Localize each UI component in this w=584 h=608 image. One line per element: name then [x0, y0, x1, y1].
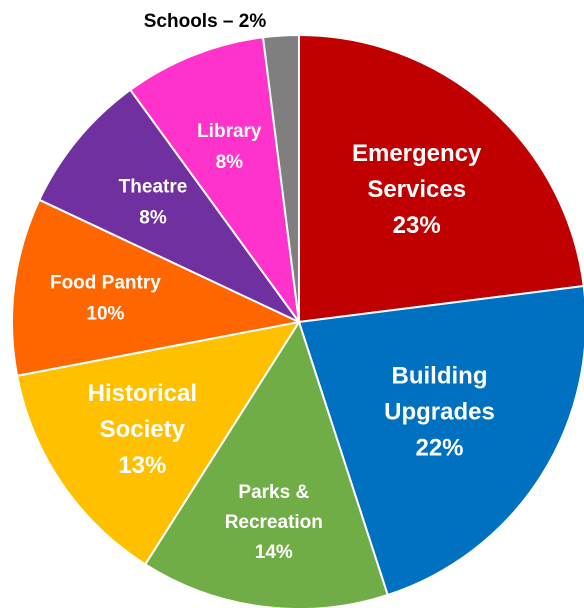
slice-name-line: Food Pantry: [50, 273, 161, 294]
slice-name-line: Parks &: [238, 482, 309, 503]
slice-name-line: Theatre: [119, 176, 188, 197]
slice-value-label: 8%: [216, 152, 244, 173]
slice-name-line: Library: [197, 121, 262, 142]
slice-label-parks-and-recreation: Parks & Recreation 14%: [225, 482, 323, 563]
slice-value-label: 22%: [415, 435, 463, 462]
pie-slice-emergency-services: [298, 33, 584, 324]
slice-label-schools: Schools – 2%: [144, 11, 267, 32]
slice-name-line: Building: [392, 363, 488, 390]
slice-name-line: Services: [367, 176, 466, 203]
slice-label-emergency-services: Emergency Services 23%: [352, 140, 482, 239]
slice-name-line: Recreation: [225, 512, 323, 533]
slice-label-food-pantry: Food Pantry 10%: [50, 273, 161, 325]
pie-slices: [10, 33, 584, 608]
slice-value-label: 10%: [86, 304, 124, 325]
slice-value-label: 13%: [118, 452, 166, 479]
slice-label-theatre: Theatre 8%: [119, 176, 188, 228]
slice-label-library: Library 8%: [197, 121, 262, 173]
pie-labels: Emergency Services 23% Building Upgrades 22% P…: [50, 11, 495, 563]
slice-name-line: Society: [100, 416, 186, 443]
slice-value-label: 14%: [255, 542, 293, 563]
pie-slice-historical-society: [15, 320, 302, 566]
slice-label-building-upgrades: Building Upgrades 22%: [384, 363, 495, 462]
pie-slice-library: [128, 36, 300, 323]
slice-name-line: Upgrades: [384, 399, 495, 426]
pie-slice-building-upgrades: [297, 284, 584, 597]
slice-label-historical-society: Historical Society 13%: [88, 380, 197, 479]
slice-value-label: 23%: [393, 212, 441, 239]
slice-name-line: Emergency: [352, 140, 482, 167]
slice-value-label: 8%: [139, 207, 167, 228]
pie-slice-food-pantry: [10, 198, 303, 377]
pie-slice-parks-and-recreation: [143, 319, 389, 608]
pie-slice-schools: [261, 33, 300, 323]
pie-slice-theatre: [37, 88, 300, 323]
slice-name-line: Historical: [88, 380, 197, 407]
